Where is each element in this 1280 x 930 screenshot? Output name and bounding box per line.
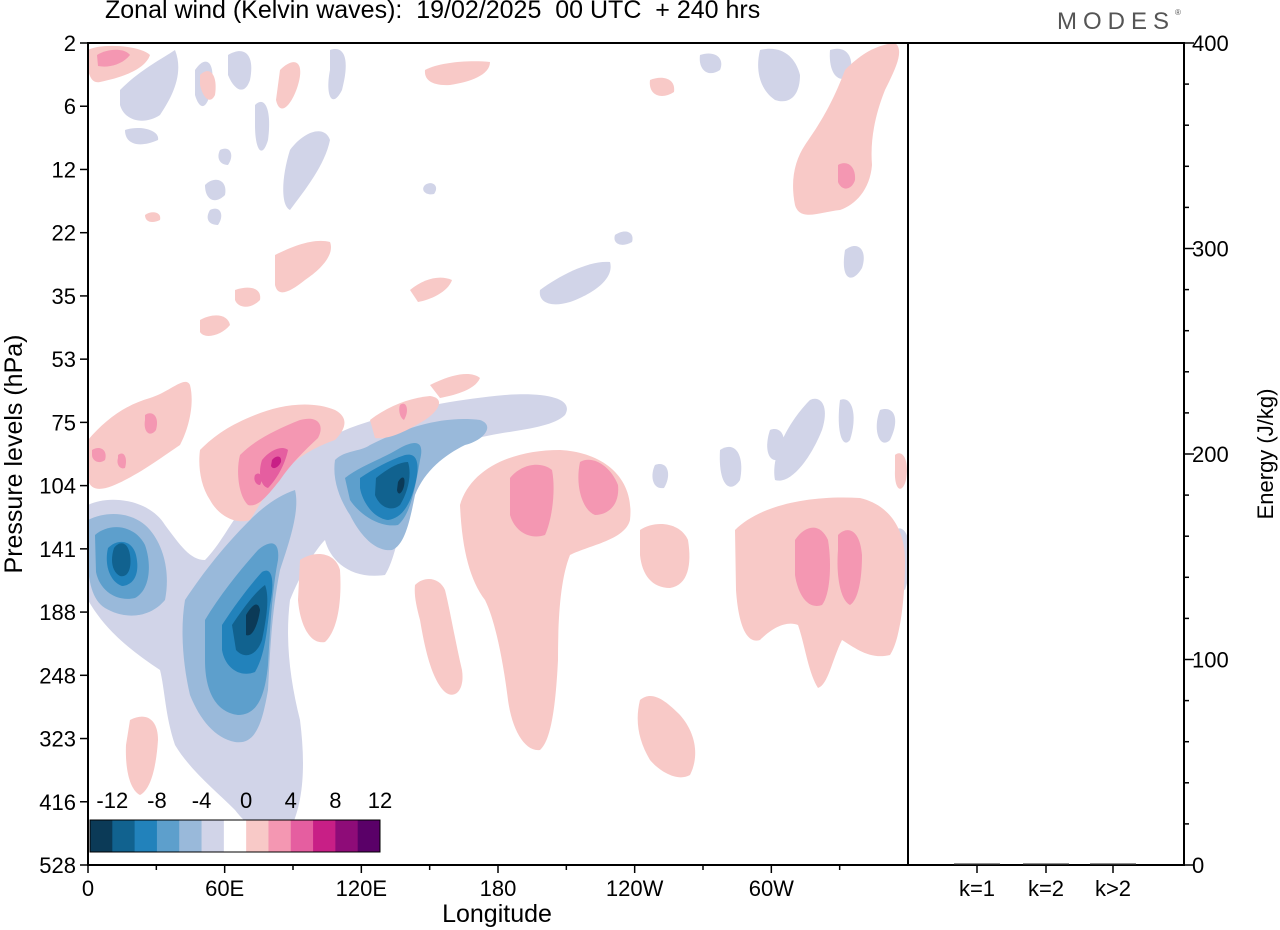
colorbar-label: 0	[240, 788, 252, 813]
energy-tick-label: 200	[1192, 442, 1229, 467]
energy-axis-label: Energy (J/kg)	[1253, 389, 1278, 520]
y-tick-label: 12	[52, 157, 76, 182]
energy-tick-label: 0	[1192, 853, 1204, 878]
energy-category-label: k=2	[1028, 876, 1064, 901]
y-tick-label: 141	[39, 537, 76, 562]
y-tick-label: 53	[52, 347, 76, 372]
energy-category-labels: k=1 k=2 k>2	[959, 876, 1131, 901]
colorbar-swatch	[223, 820, 247, 852]
chart-title: Zonal wind (Kelvin waves): 19/02/2025 00…	[105, 0, 761, 24]
brand-name: MODES	[1057, 8, 1176, 35]
y-tick-label: 104	[39, 474, 76, 499]
x-tick-label: 180	[480, 876, 517, 901]
colorbar-label: -4	[192, 788, 212, 813]
energy-tick-label: 300	[1192, 237, 1229, 262]
colorbar-swatch	[90, 820, 113, 852]
energy-bar	[1023, 863, 1069, 865]
x-tick-label: 60W	[749, 876, 794, 901]
x-tick-label: 120W	[606, 876, 664, 901]
colorbar-swatch	[313, 820, 336, 852]
x-tick-label: 0	[82, 876, 94, 901]
colorbar-label: 4	[285, 788, 297, 813]
colorbar-swatch	[357, 820, 381, 852]
energy-tick-label: 100	[1192, 648, 1229, 673]
x-axis-tick-labels: 0 60E 120E 180 120W 60W	[82, 876, 794, 901]
contour-pos-8	[271, 456, 282, 469]
energy-axis-ticks	[1184, 42, 1194, 866]
colorbar-swatch	[112, 820, 136, 852]
energy-panel-frame	[907, 42, 1185, 866]
colorbar-swatch	[156, 820, 180, 852]
colorbar-swatch	[268, 820, 292, 852]
y-tick-label: 323	[39, 727, 76, 752]
energy-bar	[954, 863, 1000, 865]
x-axis-ticks	[87, 865, 841, 873]
colorbar-swatch	[290, 820, 314, 852]
colorbar-swatch	[201, 820, 225, 852]
energy-category-label: k>2	[1095, 876, 1131, 901]
x-tick-label: 60E	[205, 876, 244, 901]
colorbar-label: 12	[368, 788, 392, 813]
energy-axis-tick-labels: 0 100 200 300 400	[1192, 31, 1229, 878]
x-axis-label: Longitude	[442, 900, 552, 928]
colorbar-labels: -12 -8 -4 0 4 8 12	[96, 788, 392, 813]
colorbar-border	[89, 819, 381, 853]
y-tick-label: 22	[52, 221, 76, 246]
y-tick-label: 35	[52, 284, 76, 309]
x-tick-label: 120E	[336, 876, 387, 901]
y-tick-label: 2	[64, 31, 76, 56]
energy-bar	[1090, 863, 1136, 865]
energy-bars	[954, 863, 1136, 873]
y-tick-label: 528	[39, 853, 76, 878]
contour-pos-light	[88, 43, 907, 795]
y-tick-label: 188	[39, 600, 76, 625]
y-axis-label: Pressure levels (hPa)	[0, 335, 28, 574]
brand-mark: ®	[1175, 8, 1181, 17]
y-tick-label: 75	[52, 410, 76, 435]
colorbar-swatch	[134, 820, 158, 852]
y-tick-label: 248	[39, 663, 76, 688]
energy-tick-label: 400	[1192, 31, 1229, 56]
colorbar-label: -8	[147, 788, 167, 813]
colorbar	[89, 819, 381, 853]
colorbar-swatch	[179, 820, 203, 852]
y-axis-tick-labels: 2 6 12 22 35 53 75 104 141 188 248 323 416 528	[39, 31, 76, 878]
colorbar-label: -12	[96, 788, 128, 813]
y-axis-ticks	[80, 42, 88, 866]
energy-category-label: k=1	[959, 876, 995, 901]
colorbar-swatch	[246, 820, 269, 852]
y-tick-label: 6	[64, 94, 76, 119]
brand-logo: MODES®	[1057, 8, 1181, 36]
y-tick-label: 416	[39, 790, 76, 815]
contour-neg-14	[246, 477, 405, 636]
colorbar-swatch	[335, 820, 359, 852]
colorbar-label: 8	[329, 788, 341, 813]
heatmap-field	[88, 43, 908, 834]
